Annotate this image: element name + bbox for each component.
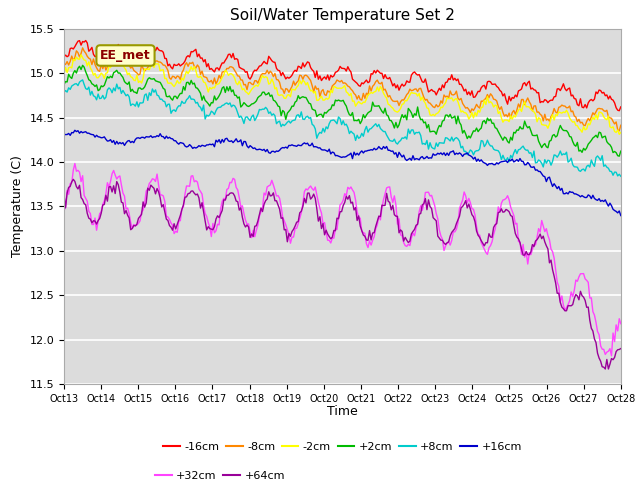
+2cm xyxy=(617,148,625,154)
+64cm xyxy=(255,212,263,217)
+32cm xyxy=(246,229,254,235)
+64cm xyxy=(228,190,236,196)
-16cm xyxy=(228,55,236,60)
-2cm xyxy=(617,130,625,135)
+8cm xyxy=(588,157,595,163)
+8cm xyxy=(305,115,313,121)
+8cm xyxy=(246,118,254,123)
Line: +16cm: +16cm xyxy=(64,130,621,216)
+32cm xyxy=(60,208,68,214)
+16cm xyxy=(246,143,254,148)
+64cm xyxy=(130,223,138,228)
+32cm xyxy=(71,161,79,167)
+32cm xyxy=(607,353,615,359)
+32cm xyxy=(228,180,236,186)
+16cm xyxy=(130,140,138,145)
+8cm xyxy=(617,173,625,179)
-2cm xyxy=(130,77,138,83)
+8cm xyxy=(130,102,138,108)
+8cm xyxy=(228,104,236,110)
Text: EE_met: EE_met xyxy=(100,49,151,62)
-2cm xyxy=(255,81,263,86)
+8cm xyxy=(60,89,68,95)
+32cm xyxy=(588,295,595,301)
+32cm xyxy=(130,222,138,228)
Line: -8cm: -8cm xyxy=(64,48,621,131)
-2cm xyxy=(77,52,85,58)
Line: +64cm: +64cm xyxy=(64,180,621,369)
-16cm xyxy=(130,57,138,63)
+8cm xyxy=(79,77,86,83)
-8cm xyxy=(255,76,263,82)
+16cm xyxy=(305,143,313,148)
-16cm xyxy=(60,54,68,60)
-16cm xyxy=(82,37,90,43)
-16cm xyxy=(588,96,595,102)
Line: +8cm: +8cm xyxy=(64,80,621,176)
+64cm xyxy=(588,325,595,331)
+32cm xyxy=(617,321,625,326)
+64cm xyxy=(60,192,68,198)
+16cm xyxy=(228,138,236,144)
-8cm xyxy=(617,122,625,128)
+8cm xyxy=(255,107,263,112)
+16cm xyxy=(60,132,68,138)
+32cm xyxy=(305,185,313,191)
+64cm xyxy=(602,366,609,372)
-8cm xyxy=(305,75,313,81)
X-axis label: Time: Time xyxy=(327,405,358,418)
-16cm xyxy=(616,108,623,114)
-2cm xyxy=(588,118,595,123)
+16cm xyxy=(255,146,263,152)
-8cm xyxy=(228,64,236,70)
+2cm xyxy=(246,103,254,108)
-16cm xyxy=(246,76,254,82)
-2cm xyxy=(60,72,68,77)
Line: -2cm: -2cm xyxy=(64,55,621,134)
-2cm xyxy=(246,89,254,95)
-8cm xyxy=(616,128,623,134)
+32cm xyxy=(255,213,263,219)
Line: -16cm: -16cm xyxy=(64,40,621,111)
+16cm xyxy=(588,196,595,202)
+64cm xyxy=(617,346,625,351)
+16cm xyxy=(71,127,79,133)
-2cm xyxy=(228,71,236,77)
Y-axis label: Temperature (C): Temperature (C) xyxy=(11,156,24,257)
-2cm xyxy=(305,84,313,90)
+2cm xyxy=(616,153,623,159)
Legend: +32cm, +64cm: +32cm, +64cm xyxy=(150,466,289,480)
+2cm xyxy=(228,89,236,95)
-8cm xyxy=(130,68,138,73)
+2cm xyxy=(305,100,313,106)
-16cm xyxy=(255,63,263,69)
+64cm xyxy=(70,177,77,182)
-8cm xyxy=(60,61,68,67)
-16cm xyxy=(617,104,625,110)
+2cm xyxy=(588,138,595,144)
-2cm xyxy=(616,132,623,137)
+2cm xyxy=(60,82,68,87)
Title: Soil/Water Temperature Set 2: Soil/Water Temperature Set 2 xyxy=(230,9,455,24)
+2cm xyxy=(255,93,263,99)
+2cm xyxy=(130,89,138,95)
-8cm xyxy=(246,80,254,85)
+16cm xyxy=(617,213,625,218)
Line: +2cm: +2cm xyxy=(64,65,621,156)
+64cm xyxy=(305,190,313,196)
Line: +32cm: +32cm xyxy=(64,164,621,356)
-8cm xyxy=(588,114,595,120)
+64cm xyxy=(246,234,254,240)
-8cm xyxy=(79,45,86,51)
-16cm xyxy=(305,60,313,66)
+2cm xyxy=(79,62,86,68)
